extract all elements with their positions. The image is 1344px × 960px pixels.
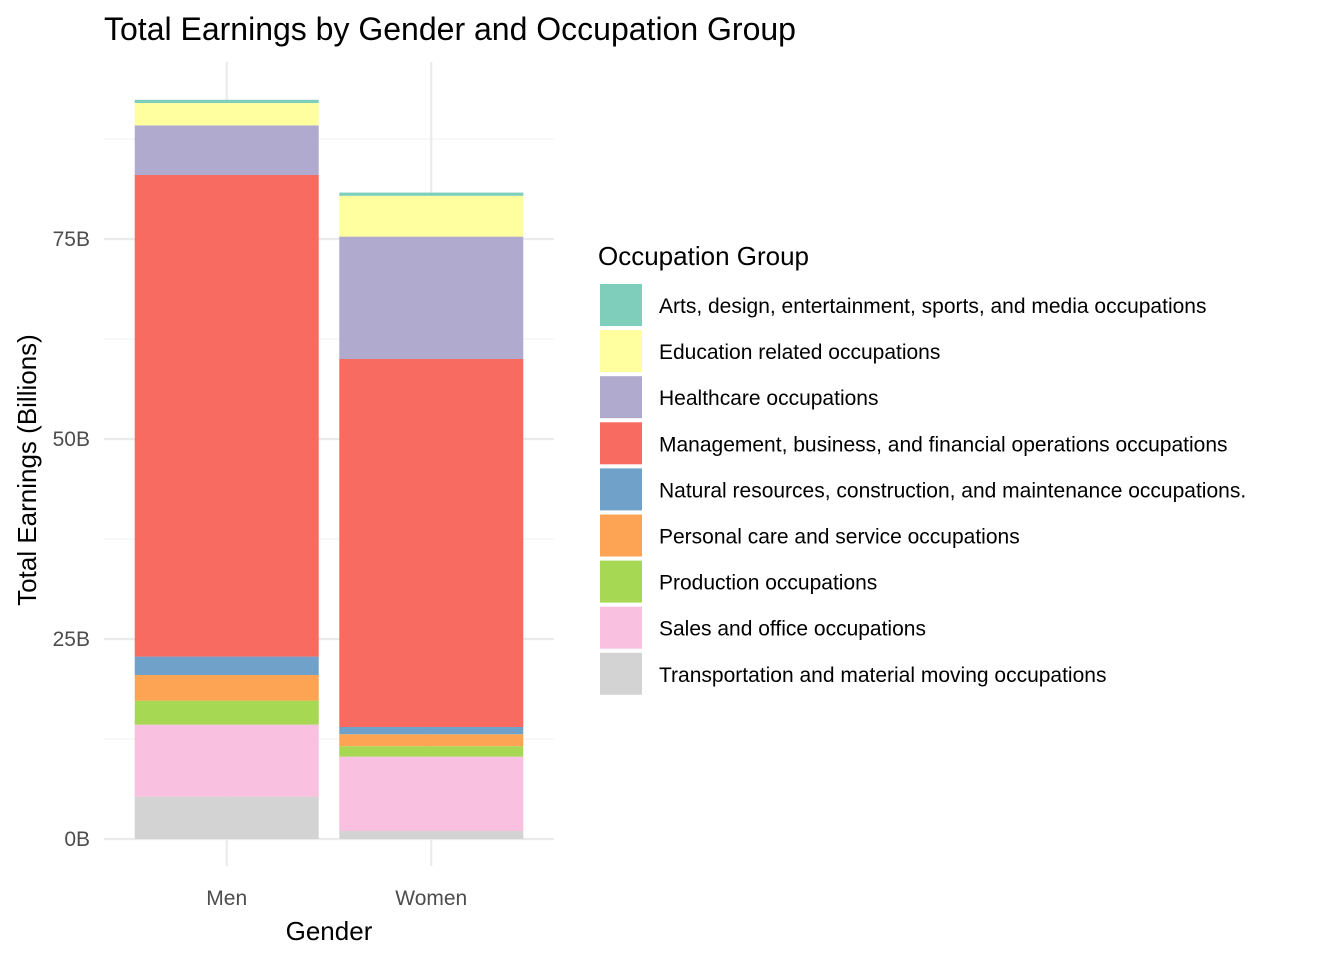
x-axis-title: Gender — [286, 916, 373, 946]
x-tick-label: Men — [206, 887, 247, 910]
legend-title: Occupation Group — [598, 241, 809, 271]
legend-key — [600, 560, 642, 603]
y-tick-label: 0B — [64, 828, 90, 851]
legend-label: Production occupations — [659, 572, 877, 595]
bar-segment — [339, 734, 524, 747]
legend-label: Management, business, and financial oper… — [659, 433, 1228, 456]
bar-segment — [134, 656, 319, 675]
legend-label: Healthcare occupations — [659, 387, 878, 410]
y-tick-label: 75B — [53, 228, 90, 251]
x-tick-label: Women — [395, 887, 467, 910]
y-tick-label: 25B — [53, 628, 90, 651]
bar-segment — [339, 192, 524, 196]
bar-segment — [339, 359, 524, 727]
bar-segment — [339, 746, 524, 757]
x-axis: Men Women — [206, 887, 467, 910]
legend-key — [600, 284, 642, 326]
bar-segment — [339, 727, 524, 735]
legend-key — [600, 606, 642, 649]
y-axis-title: Total Earnings (Billions) — [12, 334, 42, 606]
legend-key — [600, 422, 642, 465]
bar-segment — [339, 756, 524, 831]
legend-key — [600, 652, 642, 695]
bar-segment — [134, 103, 319, 126]
legend-key — [600, 330, 642, 373]
legend-label: Sales and office occupations — [659, 618, 926, 641]
legend: Occupation Group Arts, design, entertain… — [598, 241, 1246, 695]
bar-segment — [339, 831, 524, 839]
bar-segment — [339, 236, 524, 359]
bar-segment — [134, 796, 319, 839]
bar-segment — [134, 724, 319, 797]
y-tick-label: 50B — [53, 428, 90, 451]
bars — [134, 99, 524, 839]
bar-segment — [134, 700, 319, 725]
bar-segment — [134, 675, 319, 701]
legend-key — [600, 376, 642, 419]
chart-title: Total Earnings by Gender and Occupation … — [104, 11, 796, 47]
legend-label: Personal care and service occupations — [659, 526, 1020, 549]
legend-label: Natural resources, construction, and mai… — [659, 479, 1246, 502]
bar-segment — [134, 99, 319, 103]
legend-key — [600, 514, 642, 557]
y-axis: 0B 25B 50B 75B — [53, 228, 90, 851]
bar-segment — [339, 195, 524, 237]
legend-label: Education related occupations — [659, 341, 940, 364]
legend-label: Transportation and material moving occup… — [659, 664, 1106, 687]
bar-segment — [134, 175, 319, 657]
legend-key — [600, 468, 642, 511]
legend-label: Arts, design, entertainment, sports, and… — [659, 295, 1206, 318]
bar-segment — [134, 125, 319, 175]
